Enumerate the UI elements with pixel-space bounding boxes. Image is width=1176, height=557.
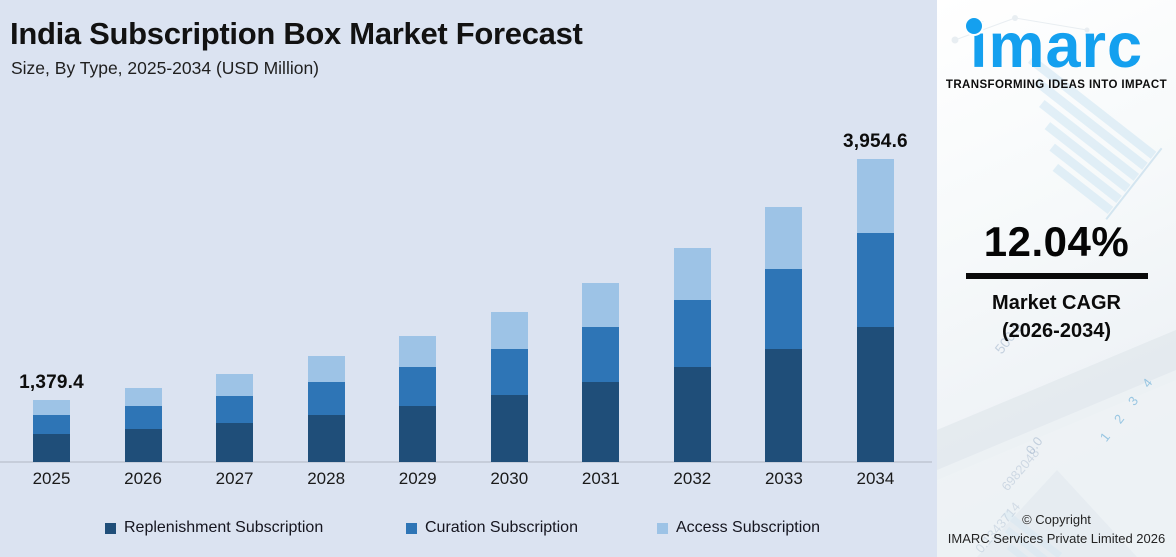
bar-segment (307, 414, 345, 462)
bar-segment (124, 406, 162, 430)
cagr-label-line2: (2026-2034) (1002, 320, 1111, 342)
x-axis-label: 2026 (124, 469, 162, 488)
bar-value-label: 1,379.4 (19, 372, 84, 393)
bar-segment (490, 312, 528, 349)
bar-segment (490, 348, 528, 396)
cagr-block: 12.04% Market CAGR (2026-2034) (937, 218, 1176, 345)
x-axis-label: 2030 (490, 469, 529, 488)
bar-segment (765, 269, 803, 349)
logo-dot-icon (966, 18, 982, 34)
bar-segment (33, 415, 70, 435)
bar-segment (856, 233, 894, 328)
bar-segment (856, 327, 894, 462)
legend-label: Curation Subscription (425, 519, 578, 536)
bar-segment (673, 248, 711, 301)
bar-segment (765, 207, 803, 270)
bar-2034 (856, 159, 894, 462)
legend-item: Replenishment Subscription (105, 519, 323, 537)
side-panel: 500.0 0.0 1 2 3 4 6982048 0.1343714 imar… (937, 0, 1176, 557)
legend-item: Curation Subscription (406, 519, 578, 537)
bar-2032 (673, 248, 711, 462)
page-subtitle: Size, By Type, 2025-2034 (USD Million) (11, 58, 320, 78)
bar-segment (216, 422, 254, 462)
bar-segment (124, 429, 162, 462)
x-axis-label: 2028 (307, 469, 346, 488)
bar-value-label: 3,954.6 (843, 131, 908, 152)
copyright-line2: IMARC Services Private Limited 2026 (947, 531, 1166, 546)
legend-swatch (406, 523, 417, 534)
bar-segment (307, 381, 345, 415)
x-axis-label: 2029 (398, 469, 437, 488)
bar-segment (582, 326, 620, 383)
bar-segment (582, 283, 620, 327)
x-axis-label: 2025 (32, 469, 71, 488)
bar-segment (765, 348, 803, 462)
bar-segment (399, 405, 437, 462)
bar-2028 (307, 356, 345, 462)
bar-segment (673, 300, 711, 367)
page-title: India Subscription Box Market Forecast (10, 16, 583, 51)
legend-swatch (105, 523, 116, 534)
x-axis-label: 2027 (215, 469, 254, 488)
legend-item: Access Subscription (657, 519, 820, 537)
bar-segment (582, 382, 620, 462)
bar-2026 (124, 388, 162, 462)
chart-panel: India Subscription Box Market Forecast S… (0, 0, 937, 557)
logo-tagline: TRANSFORMING IDEAS INTO IMPACT (945, 79, 1168, 91)
copyright-line1: © Copyright (1022, 512, 1091, 527)
bar-2030 (490, 312, 528, 462)
x-axis-label: 2034 (856, 469, 895, 488)
cagr-value: 12.04% (983, 218, 1130, 265)
legend-label: Replenishment Subscription (124, 519, 324, 536)
bar-segment (490, 395, 528, 462)
imarc-logo-wordmark: imarc (969, 11, 1144, 81)
bar-segment (216, 395, 254, 423)
bar-2031 (582, 283, 620, 462)
bar-segment (216, 374, 254, 396)
copyright: © Copyright IMARC Services Private Limit… (937, 510, 1176, 548)
bar-2027 (216, 374, 254, 462)
bar-segment (33, 400, 70, 416)
x-axis-label: 2033 (764, 469, 803, 488)
bar-segment (856, 159, 894, 234)
bar-segment (33, 434, 70, 462)
bar-segment (399, 366, 437, 406)
x-axis-label: 2032 (673, 469, 712, 488)
legend-label: Access Subscription (676, 519, 821, 536)
bar-2029 (399, 336, 437, 462)
bar-2033 (765, 207, 803, 462)
bar-segment (399, 336, 437, 367)
bar-segment (673, 366, 711, 462)
plot-area: 2025 2026 2027 2028 2029 2030 2031 2032 2033 2034… (0, 131, 932, 537)
background-decoration (937, 15, 1176, 557)
cagr-label-line1: Market CAGR (992, 292, 1121, 314)
bar-segment (307, 356, 345, 382)
cagr-underline (965, 273, 1148, 279)
bar-2025 (33, 400, 70, 462)
x-axis-label: 2031 (581, 469, 620, 488)
imarc-logo: imarc TRANSFORMING IDEAS INTO IMPACT (937, 14, 1176, 91)
legend-swatch (657, 523, 668, 534)
x-axis-line (0, 461, 932, 463)
bar-segment (124, 388, 162, 407)
